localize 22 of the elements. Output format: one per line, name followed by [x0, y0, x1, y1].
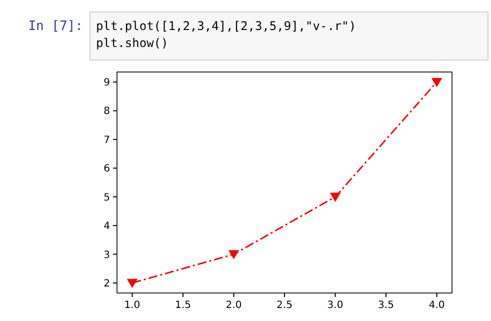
x-tick-label: 4.0	[428, 300, 445, 311]
point	[127, 278, 138, 288]
point	[228, 250, 239, 259]
x-tick-label: 3.0	[327, 300, 344, 311]
y-tick-label: 3	[104, 250, 110, 261]
text: plt.plot([1,2,3,4],[2,3,5,9],"v-.r")	[96, 19, 356, 33]
x-tick-label: 2.0	[226, 300, 242, 311]
y-tick-label: 6	[104, 164, 110, 175]
y-tick-label: 7	[104, 134, 110, 146]
y-tick-label: 2	[104, 278, 110, 290]
text: In [7]:	[28, 19, 83, 34]
point	[330, 192, 340, 202]
y-tick-label: 8	[104, 106, 110, 118]
y-tick-label: 5	[104, 192, 110, 204]
point	[432, 78, 442, 87]
x-tick-label: 1.0	[124, 300, 140, 311]
y-tick-label: 4	[104, 221, 110, 232]
x-tick-label: 3.5	[378, 300, 394, 311]
x-tick-label: 2.5	[276, 300, 292, 311]
text: plt.show()	[96, 36, 168, 50]
x-tick-label: 1.5	[175, 300, 191, 311]
y-tick-label: 9	[104, 78, 110, 89]
